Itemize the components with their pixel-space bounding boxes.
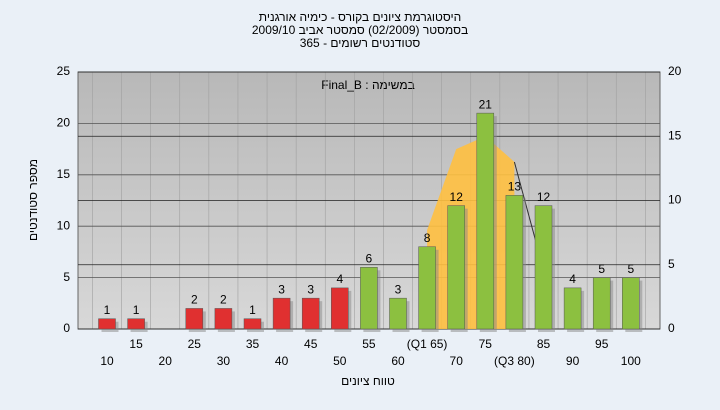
- bar: [127, 318, 145, 330]
- data-label: 6: [366, 251, 373, 265]
- x-tick-label: 70: [450, 354, 464, 368]
- x-tick-label: 30: [217, 354, 231, 368]
- chart-subtitle: בסמסטר (02/2009) סמסטר אביב 2009/10: [252, 23, 468, 37]
- data-label: 2: [191, 293, 198, 307]
- bar: [185, 308, 204, 330]
- x-tick-label: 25: [188, 337, 202, 351]
- data-label: 4: [569, 272, 576, 286]
- x-tick-label: 85: [537, 337, 551, 351]
- bar: [214, 308, 233, 330]
- y-axis-title: מספר סטודנטים: [26, 159, 40, 241]
- data-label: 5: [598, 262, 605, 276]
- bar: [331, 287, 349, 330]
- y-tick-label: 5: [63, 270, 70, 284]
- y-tick-label: 0: [63, 321, 70, 335]
- data-label: 3: [278, 282, 285, 296]
- bar: [243, 318, 262, 330]
- x-tick-label: 55: [362, 337, 376, 351]
- x-tick-label: 45: [304, 337, 318, 351]
- bar: [476, 112, 495, 330]
- bar: [563, 287, 582, 330]
- y2-tick-label: 10: [668, 193, 682, 207]
- data-label: 1: [133, 303, 140, 317]
- x-tick-label: 60: [391, 354, 405, 368]
- x-tick-label: (Q3 80): [494, 354, 535, 368]
- x-tick-label: 100: [621, 354, 641, 368]
- chart-title: היסטוגרמת ציונים בקורס - כימיה אורגנית: [259, 10, 461, 24]
- x-tick-label: (Q1 65): [407, 337, 448, 351]
- data-label: 5: [627, 262, 634, 276]
- y-tick-label: 20: [57, 116, 71, 130]
- data-label: 3: [307, 282, 314, 296]
- x-tick-label: 15: [129, 337, 143, 351]
- y2-tick-label: 20: [668, 64, 682, 78]
- data-label: 13: [508, 180, 522, 194]
- data-label: 12: [537, 190, 551, 204]
- y-tick-label: 10: [57, 218, 71, 232]
- bar: [360, 267, 378, 330]
- data-label: 21: [479, 97, 493, 111]
- data-label: 8: [424, 231, 431, 245]
- bar: [447, 205, 465, 330]
- data-label: 4: [336, 272, 343, 286]
- bar: [301, 297, 320, 330]
- bar: [272, 297, 291, 330]
- data-label: 12: [450, 190, 464, 204]
- chart-subtitle: סטודנטים רשומים - 365: [300, 36, 421, 50]
- x-tick-label: 35: [246, 337, 260, 351]
- data-label: 3: [395, 282, 402, 296]
- y-tick-label: 15: [57, 167, 71, 181]
- y2-tick-label: 15: [668, 128, 682, 142]
- bar: [534, 205, 553, 330]
- y2-tick-label: 5: [668, 257, 675, 271]
- bar: [622, 277, 640, 330]
- x-tick-label: 75: [479, 337, 493, 351]
- bar: [592, 277, 611, 330]
- annotation: Final_B : במשימה: [321, 78, 415, 92]
- x-tick-label: 20: [159, 354, 173, 368]
- data-label: 2: [220, 293, 227, 307]
- x-tick-label: 90: [566, 354, 580, 368]
- bar: [505, 195, 524, 330]
- bar: [98, 318, 116, 330]
- x-tick-label: 50: [333, 354, 347, 368]
- x-tick-label: 95: [595, 337, 609, 351]
- bar: [389, 297, 407, 330]
- bar: [418, 246, 436, 330]
- x-axis-title: טווח ציונים: [341, 374, 395, 388]
- x-tick-label: 10: [100, 354, 114, 368]
- data-label: 1: [104, 303, 111, 317]
- x-tick-label: 40: [275, 354, 289, 368]
- y2-tick-label: 0: [668, 321, 675, 335]
- data-label: 1: [249, 303, 256, 317]
- y-tick-label: 25: [57, 64, 71, 78]
